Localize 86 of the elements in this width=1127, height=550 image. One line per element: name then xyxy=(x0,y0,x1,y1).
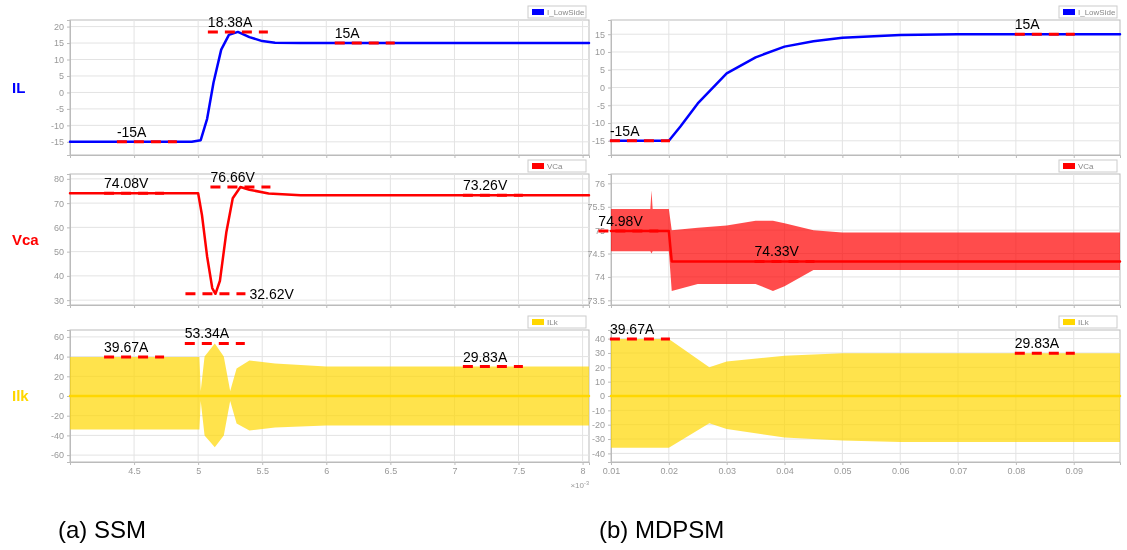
x-tick-label: 0.09 xyxy=(1065,466,1083,477)
x-tick-label: 6.5 xyxy=(384,466,398,477)
annotation: 29.83A xyxy=(462,348,508,365)
y-tick-label: 0 xyxy=(599,391,605,402)
y-tick-label: 74.5 xyxy=(587,248,605,259)
annotation: 74.33V xyxy=(754,243,800,260)
annotation: 15A xyxy=(1014,16,1041,33)
y-tick-label: 10 xyxy=(594,47,605,58)
x-tick-label: 0.08 xyxy=(1007,466,1026,477)
y-tick-label: 20 xyxy=(53,371,64,382)
y-tick-label: 40 xyxy=(594,333,605,344)
legend-label: I_LowSide xyxy=(547,8,585,17)
y-tick-label: 20 xyxy=(594,362,605,373)
x-tick-label: 6 xyxy=(324,466,330,477)
y-tick-label: 5 xyxy=(599,65,605,76)
y-tick-label: -30 xyxy=(591,434,605,445)
x-tick-label: 0.02 xyxy=(660,466,679,477)
x-tick-label: 7.5 xyxy=(512,466,526,477)
x-tick-label: 0.07 xyxy=(949,466,968,477)
legend-label: ILk xyxy=(547,318,559,327)
x-tick-label: 4.5 xyxy=(128,466,141,477)
y-tick-label: -5 xyxy=(55,104,64,115)
y-tick-label: -10 xyxy=(591,118,605,129)
annotation: -15A xyxy=(116,123,148,140)
annotation: 39.67A xyxy=(609,321,655,338)
x-tick-label: 8 xyxy=(580,466,586,477)
annotation: 39.67A xyxy=(104,338,150,355)
y-tick-label: -10 xyxy=(50,120,64,131)
y-tick-label: -20 xyxy=(50,411,64,422)
y-tick-label: -15 xyxy=(50,137,64,148)
y-tick-label: 50 xyxy=(53,247,64,258)
text: (b) MDPSM xyxy=(599,516,725,543)
y-axis-title: Vca xyxy=(12,230,40,248)
x-tick-label: 0.06 xyxy=(891,466,910,477)
y-tick-label: 20 xyxy=(53,21,64,32)
y-tick-label: -5 xyxy=(596,100,605,111)
y-tick-label: 30 xyxy=(594,348,605,359)
y-tick-label: 30 xyxy=(53,295,64,306)
annotation: 15A xyxy=(334,25,361,42)
legend-label: VCa xyxy=(1078,162,1095,171)
y-tick-label: 60 xyxy=(53,222,64,233)
y-tick-label: -40 xyxy=(591,448,605,459)
y-tick-label: -40 xyxy=(50,430,64,441)
y-tick-label: 10 xyxy=(594,377,605,388)
text: (a) SSM xyxy=(58,516,147,543)
x-tick-label: 5 xyxy=(196,466,202,477)
x-tick-label: 7 xyxy=(452,466,458,477)
x-tick-label: 0.05 xyxy=(834,466,852,477)
legend-label: VCa xyxy=(547,162,564,171)
annotation: 32.62V xyxy=(249,285,295,302)
annotation: 74.08V xyxy=(104,175,150,192)
x-tick-label: 0.04 xyxy=(776,466,794,477)
y-tick-label: 0 xyxy=(58,391,64,402)
annotation: 53.34A xyxy=(184,325,230,342)
y-tick-label: 15 xyxy=(53,38,64,49)
legend-label: ILk xyxy=(1078,318,1090,327)
annotation: -15A xyxy=(609,122,641,139)
x-axis-title: ×10$^{-3}$ xyxy=(570,480,589,490)
y-tick-label: 73.5 xyxy=(587,295,605,306)
y-tick-label: 80 xyxy=(53,174,64,185)
legend-label: I_LowSide xyxy=(1078,8,1116,17)
y-tick-label: 75.5 xyxy=(587,202,605,213)
y-tick-label: 60 xyxy=(53,332,64,343)
y-axis-title: IL xyxy=(12,78,26,96)
y-axis-title: Ilk xyxy=(12,387,30,404)
y-tick-label: 15 xyxy=(594,29,605,40)
y-tick-label: 0 xyxy=(58,87,64,98)
y-tick-label: 70 xyxy=(53,198,64,209)
y-tick-label: 74 xyxy=(594,272,605,283)
y-tick-label: -20 xyxy=(591,420,605,431)
x-tick-label: 0.01 xyxy=(602,466,621,477)
x-tick-label: 0.03 xyxy=(718,466,736,477)
y-tick-label: -15 xyxy=(591,136,605,147)
y-tick-label: -60 xyxy=(50,450,64,461)
y-tick-label: -10 xyxy=(591,405,605,416)
x-tick-label: 5.5 xyxy=(256,466,269,477)
y-tick-label: 5 xyxy=(58,71,64,82)
annotation: 29.83A xyxy=(1014,335,1060,352)
y-tick-label: 0 xyxy=(599,82,605,93)
y-tick-label: 40 xyxy=(53,351,64,362)
annotation: 18.38A xyxy=(207,13,253,30)
y-tick-label: 10 xyxy=(53,54,64,65)
annotation: 76.66V xyxy=(210,168,256,185)
y-tick-label: 40 xyxy=(53,271,64,282)
y-tick-label: 76 xyxy=(594,178,605,189)
annotation: 73.26V xyxy=(462,177,508,194)
